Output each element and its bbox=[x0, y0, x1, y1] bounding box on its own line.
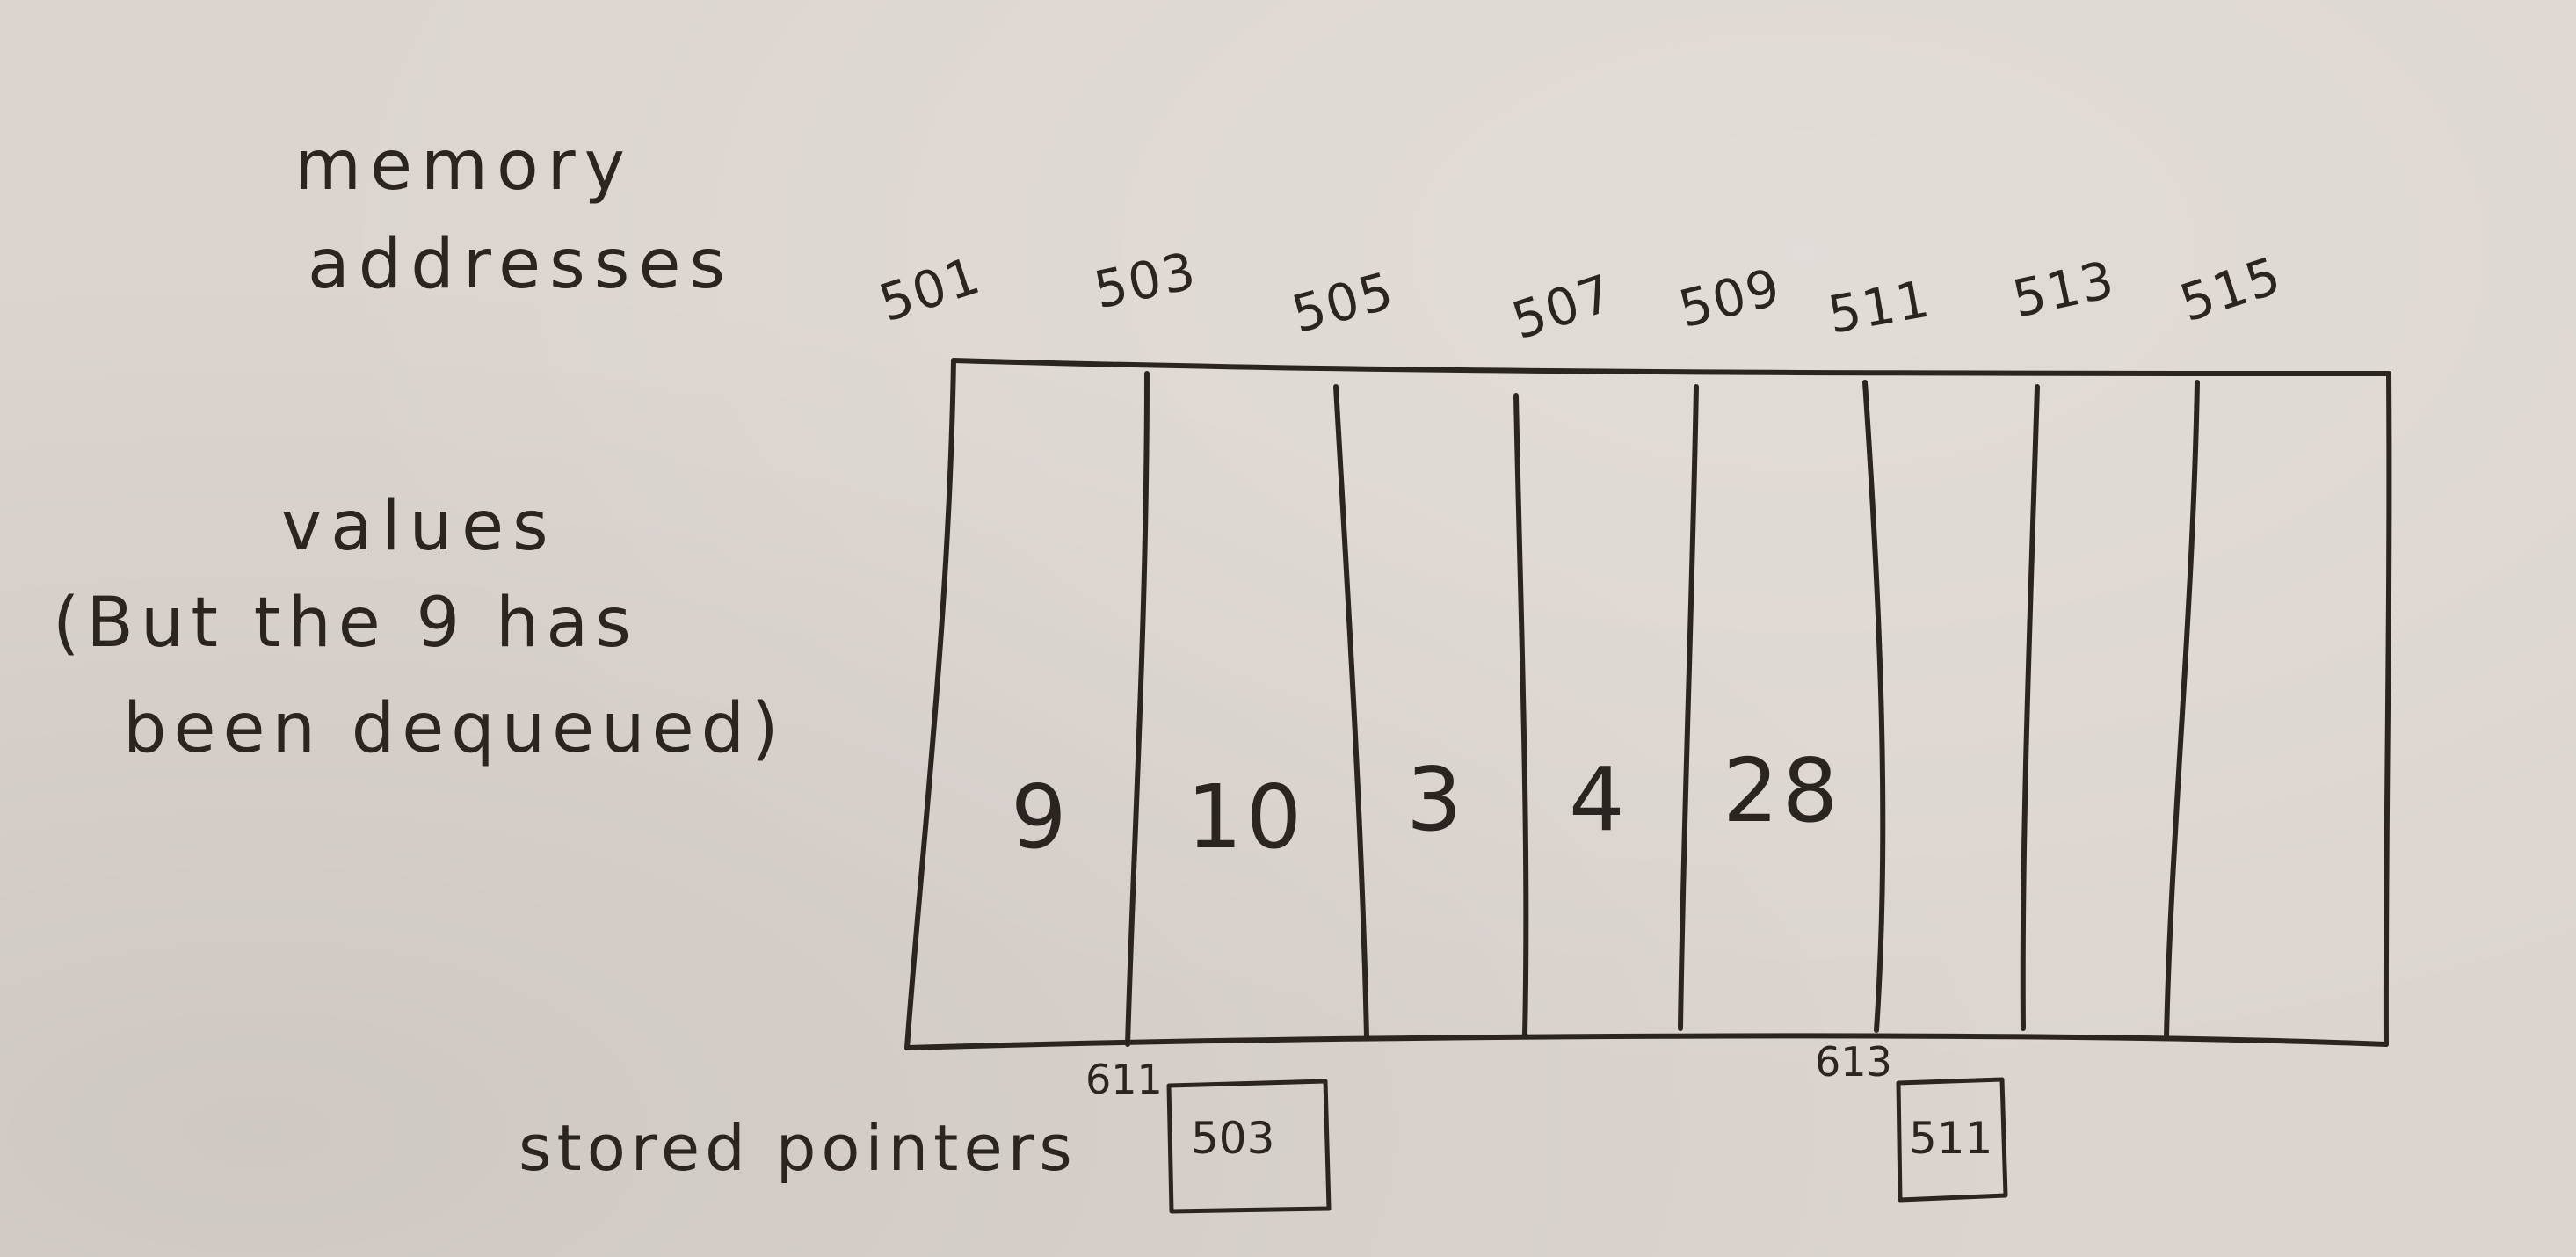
strip-left-edge bbox=[904, 358, 956, 1050]
cell-divider bbox=[2020, 384, 2040, 1031]
label-values-note-1: (But the 9 has bbox=[53, 584, 638, 663]
cell-divider bbox=[2164, 380, 2200, 1040]
pointer-box-1 bbox=[1166, 1079, 1332, 1214]
pointer-location: 611 bbox=[1085, 1056, 1163, 1103]
cell-divider bbox=[1678, 384, 1699, 1031]
label-stored-pointers: stored pointers bbox=[519, 1111, 1078, 1185]
pointer-value: 503 bbox=[1191, 1113, 1275, 1164]
cell-value: 9 bbox=[1011, 766, 1070, 868]
cell-value: 3 bbox=[1406, 748, 1466, 851]
cell-value: 10 bbox=[1186, 766, 1306, 868]
label-values: values bbox=[281, 487, 557, 566]
pointer-box-2 bbox=[1896, 1077, 2008, 1203]
cell-divider bbox=[1333, 384, 1369, 1040]
pointer-value: 511 bbox=[1909, 1113, 1993, 1164]
strip-top-edge bbox=[951, 358, 2391, 376]
pointer-location: 613 bbox=[1815, 1038, 1892, 1086]
cell-divider bbox=[1125, 371, 1150, 1047]
strip-bottom-edge bbox=[904, 1033, 2389, 1050]
cell-value: 28 bbox=[1723, 739, 1842, 842]
cell-value: 4 bbox=[1569, 748, 1629, 851]
label-addresses: addresses bbox=[308, 225, 735, 304]
cell-divider bbox=[1862, 380, 1886, 1033]
cell-divider bbox=[1513, 393, 1529, 1038]
strip-right-edge bbox=[2383, 371, 2392, 1047]
label-values-note-2: been dequeued) bbox=[123, 689, 786, 768]
label-memory: memory bbox=[294, 127, 634, 206]
